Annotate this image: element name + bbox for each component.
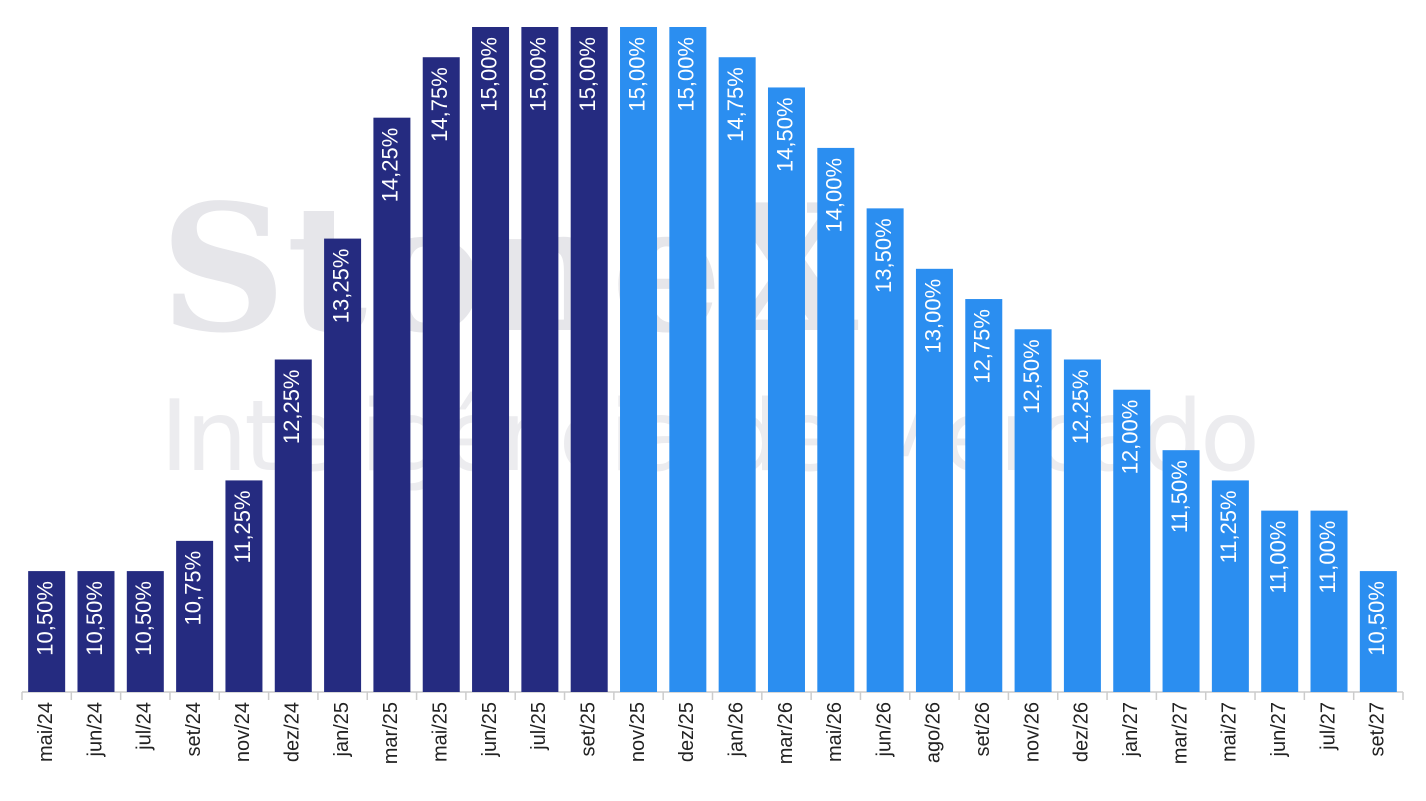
value-label: 15,00% xyxy=(674,37,699,112)
bar xyxy=(1310,510,1348,692)
x-tick-label: set/27 xyxy=(1367,702,1389,756)
value-label: 12,75% xyxy=(970,309,995,384)
bar xyxy=(324,238,362,692)
value-label: 12,00% xyxy=(1118,400,1143,475)
value-label: 11,00% xyxy=(1266,521,1291,594)
bar xyxy=(1162,450,1200,692)
value-label: 12,50% xyxy=(1019,339,1044,414)
x-tick-label: ago/26 xyxy=(923,702,945,763)
x-tick-label: nov/25 xyxy=(627,702,649,762)
value-label: 10,50% xyxy=(131,581,156,656)
bar xyxy=(1211,480,1249,692)
x-tick-label: mai/26 xyxy=(824,702,846,762)
bar xyxy=(915,268,953,692)
bar xyxy=(1063,359,1101,692)
value-label: 15,00% xyxy=(575,37,600,112)
value-label: 13,50% xyxy=(871,218,896,293)
value-label: 11,00% xyxy=(1315,521,1340,594)
x-tick-label: mar/27 xyxy=(1169,702,1191,764)
x-tick-label: jan/26 xyxy=(725,702,747,758)
x-tick-label: mai/24 xyxy=(35,702,57,762)
bar xyxy=(274,359,312,692)
bar xyxy=(669,27,707,692)
x-tick-label: jan/25 xyxy=(331,702,353,758)
x-tick-label: set/24 xyxy=(183,702,205,756)
x-tick-label: nov/24 xyxy=(232,702,254,762)
value-label: 10,50% xyxy=(1364,581,1389,656)
value-label: 11,25% xyxy=(1216,490,1241,563)
x-tick-label: mar/26 xyxy=(775,702,797,764)
bar xyxy=(570,27,608,692)
x-tick-label: nov/26 xyxy=(1021,702,1043,762)
x-tick-label: jul/27 xyxy=(1317,702,1339,751)
bar xyxy=(767,87,805,693)
x-tick-label: mai/25 xyxy=(430,702,452,762)
bar xyxy=(373,117,411,692)
value-label: 14,75% xyxy=(723,67,748,142)
bar xyxy=(965,299,1003,692)
value-label: 15,00% xyxy=(476,37,501,112)
value-label: 12,25% xyxy=(279,370,304,445)
bar xyxy=(817,147,855,693)
bar xyxy=(718,57,756,692)
bar xyxy=(1113,389,1151,692)
bar xyxy=(620,27,658,692)
value-label: 14,50% xyxy=(772,97,797,172)
value-label: 12,25% xyxy=(1068,370,1093,445)
x-tick-label: jun/25 xyxy=(479,702,501,758)
value-label: 13,25% xyxy=(328,249,353,324)
x-tick-label: mai/27 xyxy=(1219,702,1241,762)
bar xyxy=(472,27,510,692)
value-label: 10,75% xyxy=(180,551,205,626)
x-tick-label: jan/27 xyxy=(1120,702,1142,758)
value-label: 10,50% xyxy=(82,581,107,656)
bar xyxy=(422,57,460,692)
bar xyxy=(28,571,66,692)
value-label: 11,25% xyxy=(230,490,255,563)
bar xyxy=(77,571,115,692)
value-label: 13,00% xyxy=(920,279,945,354)
x-tick-label: dez/26 xyxy=(1071,702,1093,762)
value-label: 10,50% xyxy=(32,581,57,656)
bar xyxy=(1014,329,1052,692)
value-label: 14,00% xyxy=(822,158,847,233)
x-tick-label: dez/25 xyxy=(676,702,698,762)
x-tick-label: dez/24 xyxy=(282,702,304,762)
x-tick-label: jun/26 xyxy=(873,702,895,758)
bar xyxy=(225,480,263,692)
x-tick-label: jul/25 xyxy=(528,702,550,751)
x-tick-label: jul/24 xyxy=(134,702,156,751)
x-tick-label: jun/27 xyxy=(1268,702,1290,758)
bar xyxy=(176,540,214,692)
value-label: 14,75% xyxy=(427,67,452,142)
x-tick-label: set/26 xyxy=(972,702,994,756)
x-tick-label: set/25 xyxy=(577,702,599,756)
bar xyxy=(866,208,904,692)
value-label: 15,00% xyxy=(624,37,649,112)
bar xyxy=(1261,510,1299,692)
x-tick-label: jun/24 xyxy=(84,702,106,758)
bar xyxy=(1359,571,1397,692)
bar xyxy=(521,27,559,692)
value-label: 14,25% xyxy=(378,128,403,203)
value-label: 15,00% xyxy=(526,37,551,112)
bar xyxy=(126,571,164,692)
value-label: 11,50% xyxy=(1167,460,1192,533)
x-tick-label: mar/25 xyxy=(380,702,402,764)
